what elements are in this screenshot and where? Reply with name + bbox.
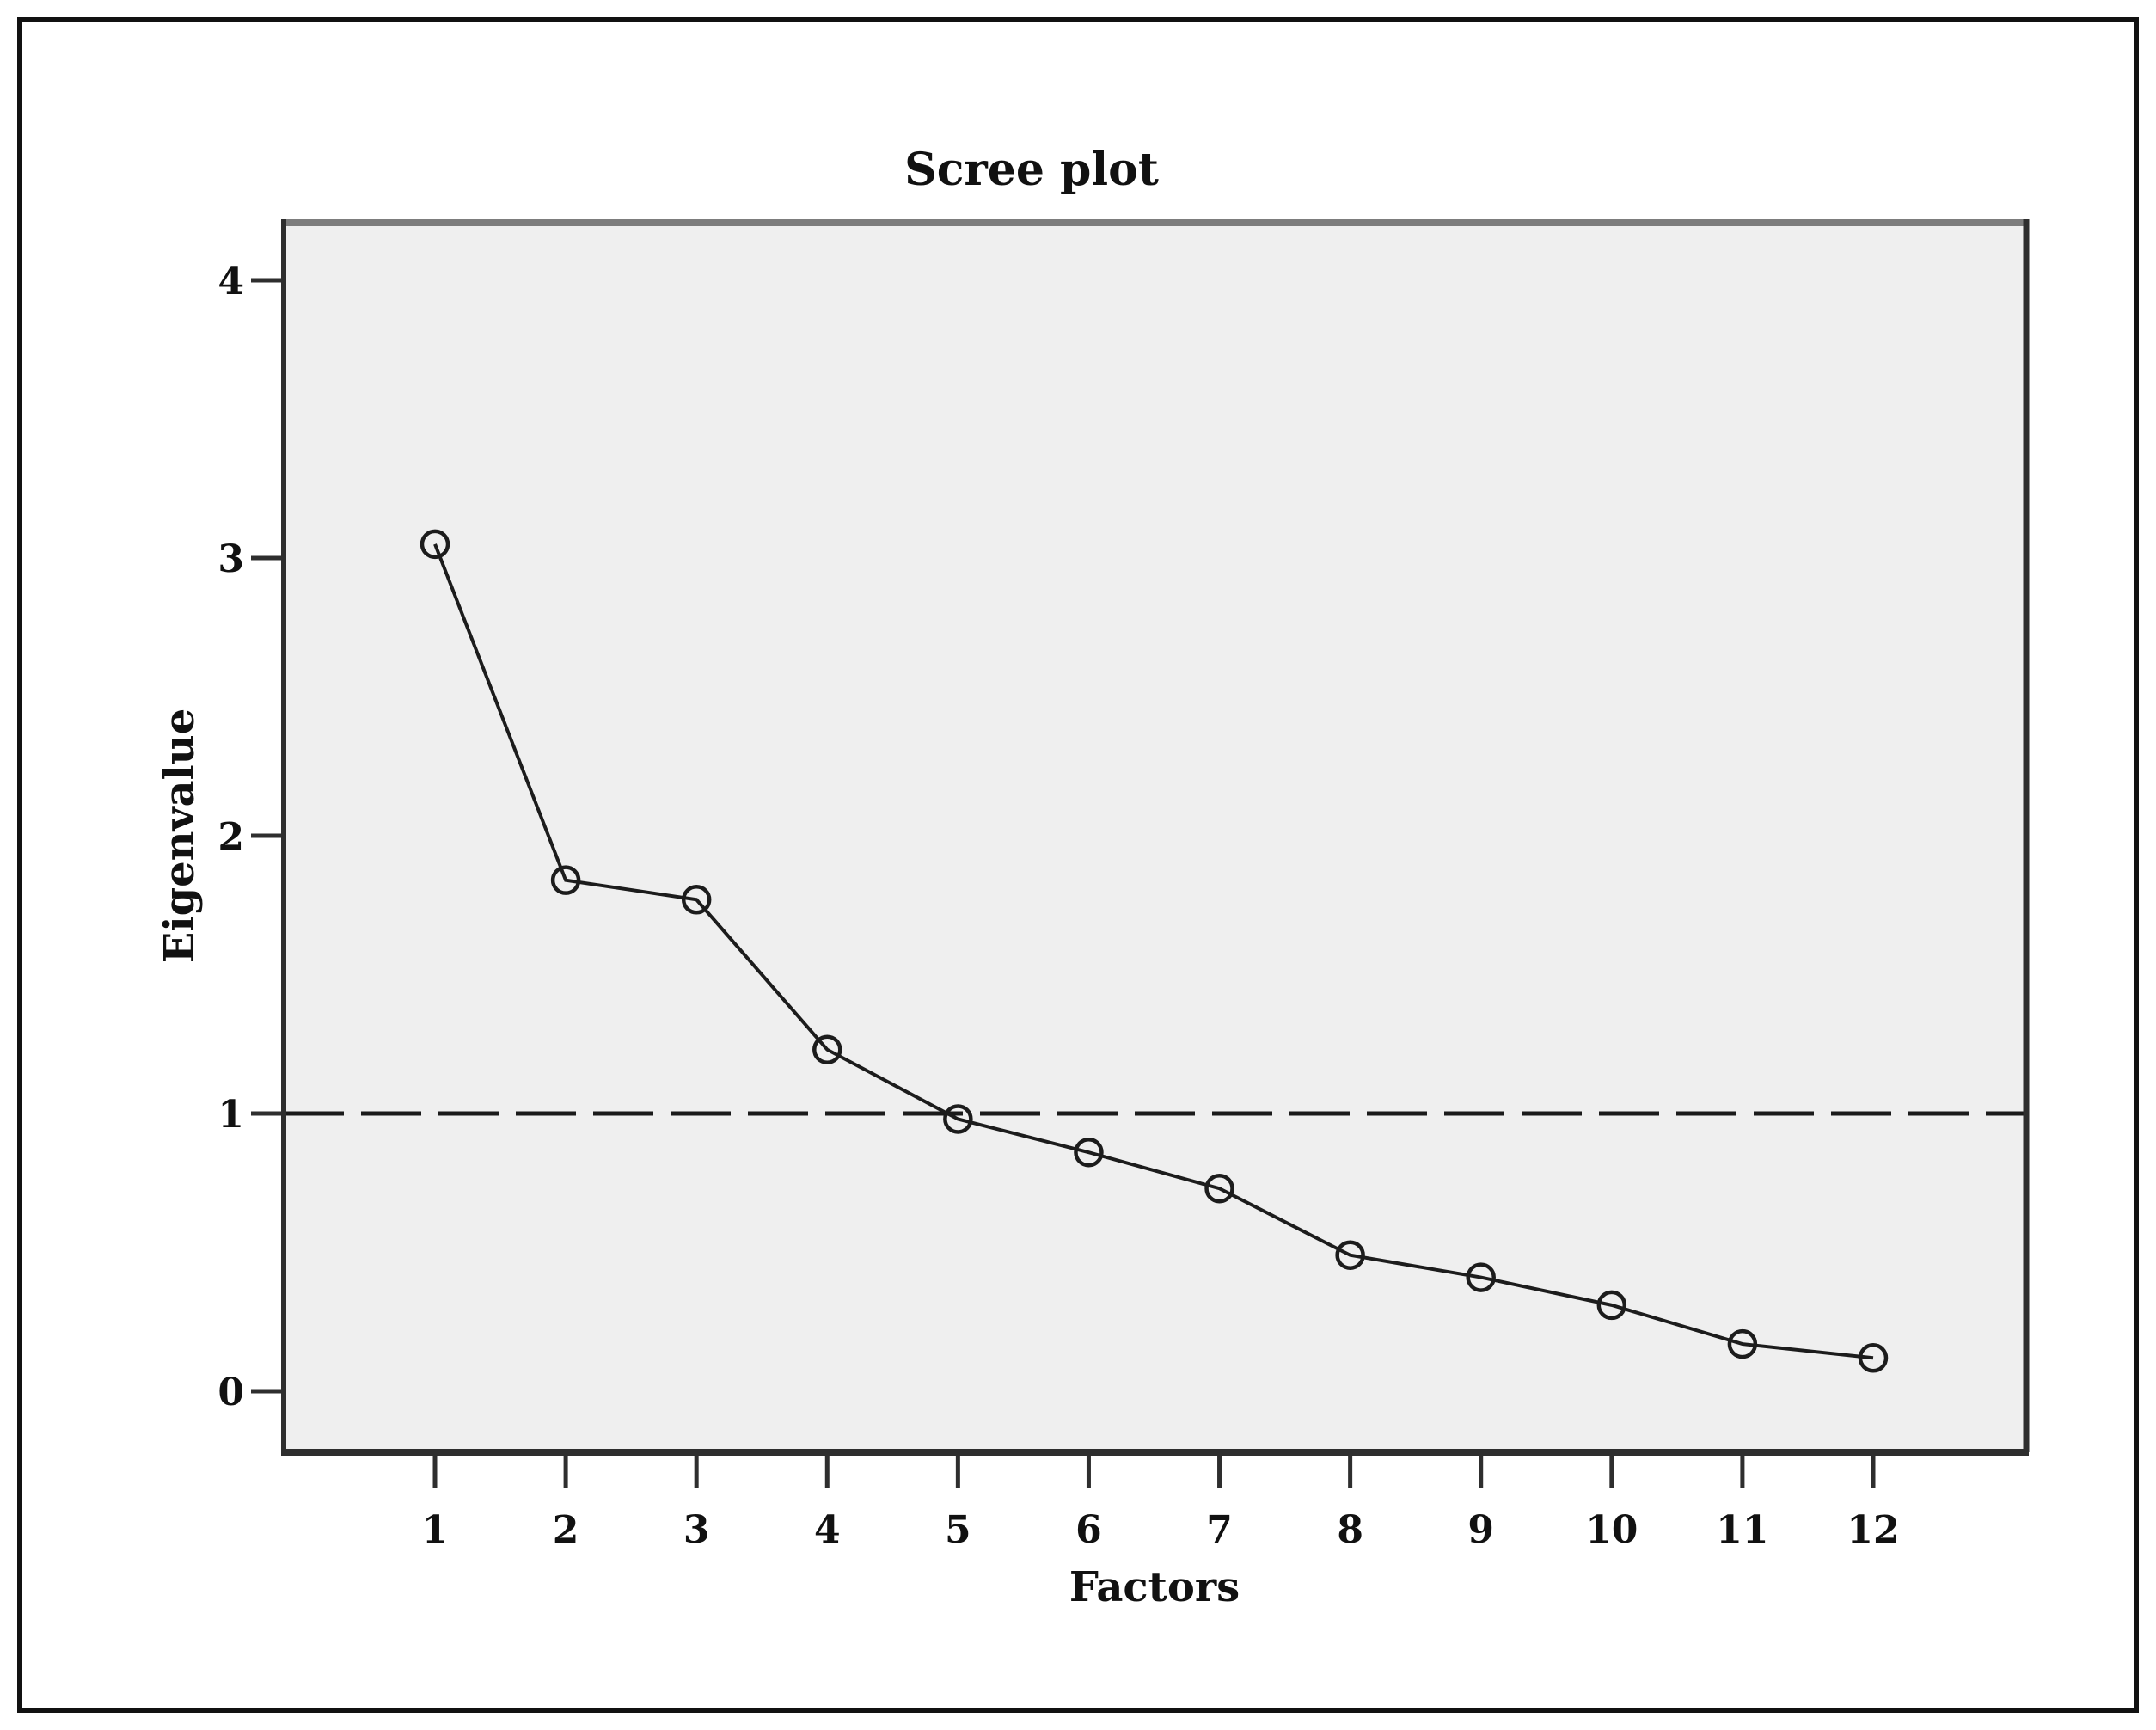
x-tick-label: 6 bbox=[1075, 1508, 1102, 1552]
data-point-marker bbox=[1727, 1328, 1758, 1359]
x-tick-label: 7 bbox=[1206, 1508, 1233, 1552]
data-point-marker bbox=[1074, 1137, 1104, 1168]
data-point-marker bbox=[1596, 1290, 1627, 1321]
data-point-marker bbox=[420, 529, 450, 560]
data-point-marker bbox=[681, 885, 712, 915]
x-tick-label: 10 bbox=[1585, 1508, 1638, 1552]
x-tick-label: 12 bbox=[1847, 1508, 1899, 1552]
data-point-marker bbox=[1335, 1240, 1365, 1270]
series-line bbox=[433, 543, 1874, 1360]
chart-title: Scree plot bbox=[904, 144, 1159, 196]
data-point-marker bbox=[943, 1104, 973, 1134]
data-point-marker bbox=[1858, 1342, 1889, 1373]
data-point-marker bbox=[1204, 1173, 1234, 1204]
y-tick-label: 3 bbox=[217, 537, 244, 581]
x-tick-label: 11 bbox=[1716, 1508, 1768, 1552]
x-tick-label: 2 bbox=[553, 1508, 579, 1552]
data-point-marker bbox=[812, 1034, 842, 1064]
data-point-marker bbox=[1466, 1262, 1496, 1292]
x-tick-label: 4 bbox=[814, 1508, 841, 1552]
x-tick-label: 1 bbox=[422, 1508, 449, 1552]
y-axis-title: Eigenvalue bbox=[156, 709, 204, 963]
x-axis-title: Factors bbox=[1069, 1563, 1240, 1611]
plot-area bbox=[284, 219, 2026, 1452]
y-tick-label: 0 bbox=[217, 1371, 244, 1414]
y-tick-label: 1 bbox=[217, 1093, 244, 1137]
y-tick-label: 4 bbox=[217, 260, 244, 304]
x-tick-label: 9 bbox=[1467, 1508, 1494, 1552]
x-tick-label: 8 bbox=[1337, 1508, 1363, 1552]
y-tick-label: 2 bbox=[217, 815, 244, 859]
x-tick-label: 5 bbox=[945, 1508, 971, 1552]
series-layer bbox=[284, 529, 2026, 1373]
x-tick-label: 3 bbox=[683, 1508, 710, 1552]
data-point-marker bbox=[550, 865, 581, 895]
